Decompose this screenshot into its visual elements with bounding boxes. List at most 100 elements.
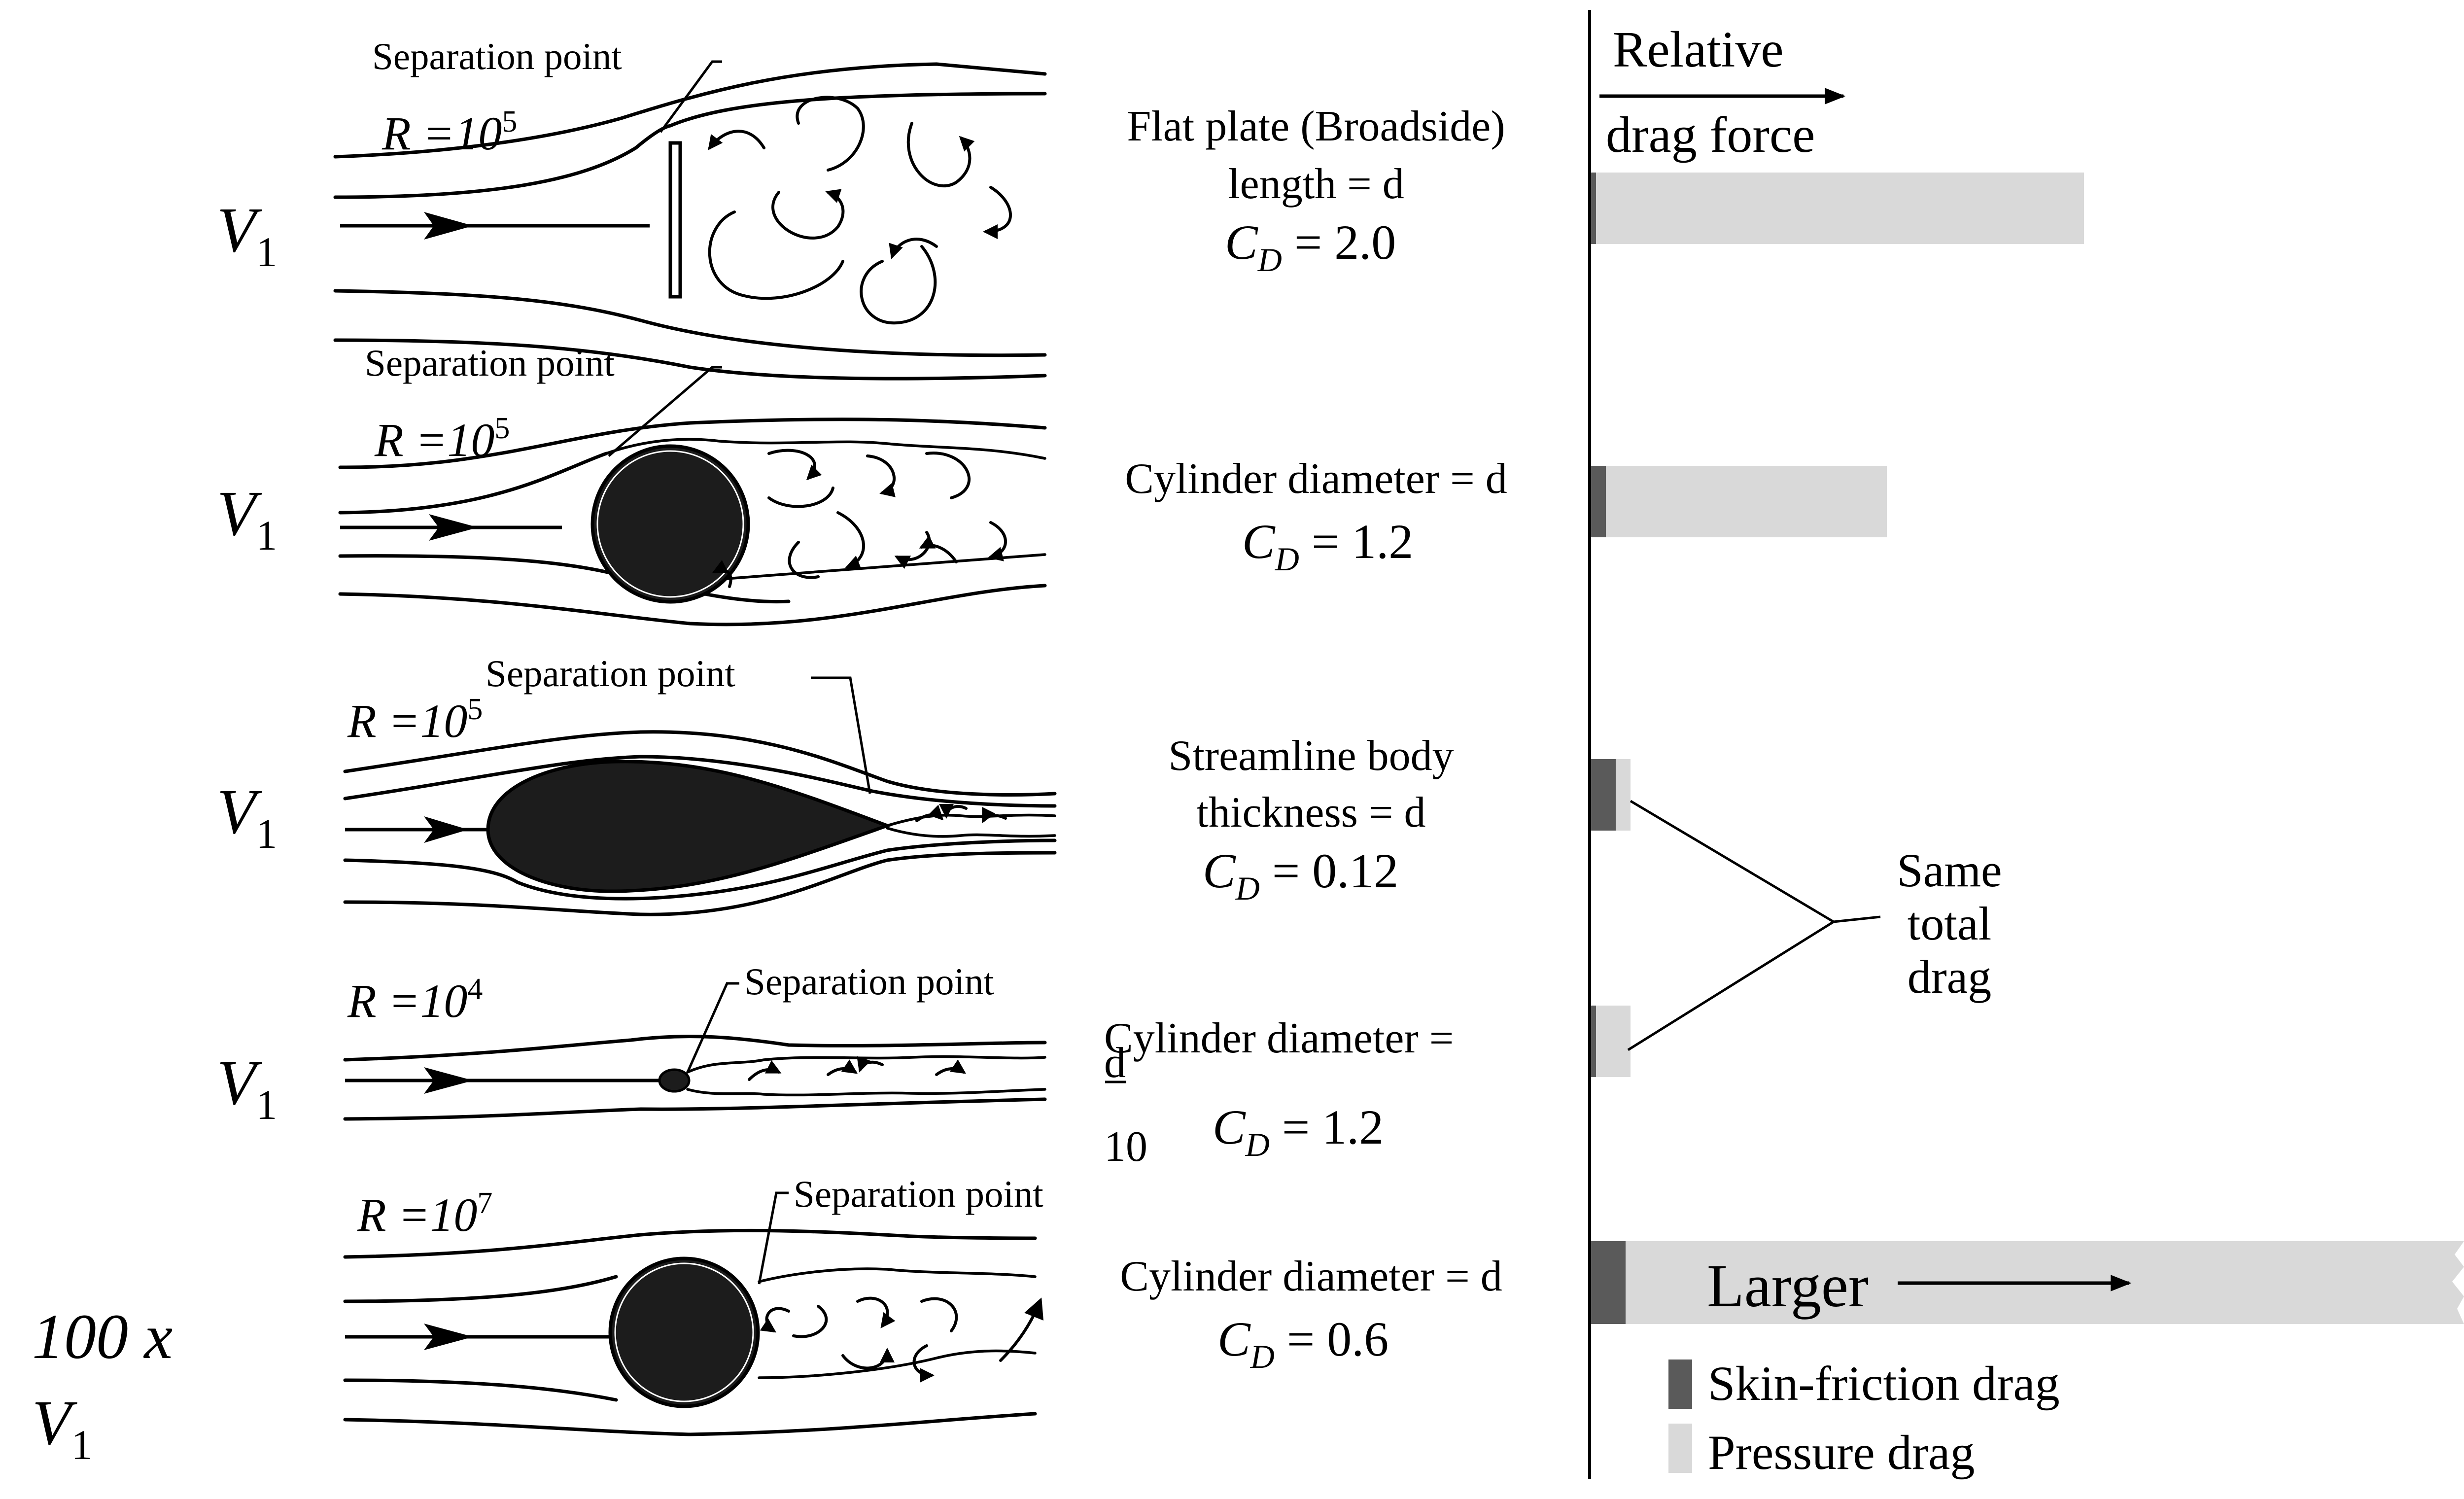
flow-arrow-head: [424, 1324, 473, 1350]
wake-boundary: [886, 813, 1056, 827]
separation-label: Separation point: [744, 960, 994, 1003]
separation-leader: [811, 676, 871, 794]
flow-diagram-cylinder-high-re: [343, 1228, 1044, 1436]
drag-bar-cylinder: [1591, 466, 1887, 537]
streamline: [338, 418, 1047, 469]
annotation-bracket: [1627, 800, 1836, 1051]
axis-title-line1: Relative: [1613, 21, 1784, 78]
legend-swatch-skin-friction: [1668, 1360, 1692, 1409]
flow-arrow-head: [424, 212, 473, 240]
streamline: [338, 452, 608, 515]
wake-boundary: [605, 438, 1046, 460]
drag-coefficient: CD = 1.2: [1213, 1100, 1384, 1163]
wake-boundary: [758, 1349, 1037, 1379]
separation-leader: [608, 366, 722, 457]
same-total-drag-annotation: Same total drag: [1627, 800, 2002, 1051]
drag-coefficient: CD = 0.6: [1217, 1312, 1388, 1375]
streamline: [343, 1228, 1037, 1259]
streamline: [343, 1097, 1047, 1121]
diameter-fraction-denominator: 10: [1104, 1123, 1147, 1171]
body-description: Cylinder diameter =: [1104, 1014, 1454, 1062]
case-small-cylinder: Separation point R =104 V1 Cylinder diam…: [217, 960, 1631, 1171]
free-stream-velocity: V1: [217, 195, 277, 276]
free-stream-velocity: V1: [217, 1047, 277, 1128]
wake-boundary: [886, 827, 1056, 838]
streamline: [343, 1412, 1037, 1436]
flow-arrow-head: [424, 816, 468, 843]
streamline: [333, 289, 1047, 357]
annotation-pointer: [1833, 915, 1881, 923]
body-description: Cylinder diameter = d: [1120, 1253, 1502, 1300]
small-cylinder-body: [658, 1068, 691, 1093]
case-cylinder: Separation point R =105 V1 Cylinder diam…: [217, 342, 1887, 627]
body-description: Cylinder diameter = d: [1125, 455, 1507, 503]
legend: Skin-friction drag Pressure drag: [1668, 1356, 2060, 1480]
streamline: [668, 92, 1047, 128]
wake-boundary: [758, 1267, 1037, 1283]
streamline: [343, 1275, 618, 1303]
separation-label: Separation point: [486, 652, 735, 695]
reynolds-number: R =107: [357, 1186, 492, 1241]
flow-diagram-cylinder: [338, 418, 1047, 627]
streamline: [343, 838, 1057, 901]
drag-bar-streamline-body: [1591, 759, 1631, 831]
free-stream-velocity: V1: [217, 478, 277, 559]
skin-friction-segment: [1591, 759, 1616, 831]
streamline: [343, 755, 1057, 808]
streamline: [343, 1035, 1047, 1062]
streamline: [333, 338, 1047, 381]
streamline: [343, 1378, 618, 1402]
cylinder-body: [590, 444, 750, 604]
drag-coefficient: CD = 2.0: [1225, 215, 1396, 279]
reynolds-number: R =104: [347, 973, 483, 1027]
wake-boundary: [686, 1055, 1046, 1074]
case-flat-plate: Separation point R =105 V1 Flat plate (B…: [217, 35, 2084, 381]
cylinder-body: [608, 1256, 760, 1408]
drag-coefficient: CD = 0.12: [1203, 843, 1398, 907]
legend-label-pressure: Pressure drag: [1708, 1425, 1975, 1480]
flow-arrow-head: [424, 1067, 473, 1094]
reynolds-number: R =105: [382, 105, 517, 160]
flow-diagram-streamline-body: [343, 730, 1057, 916]
skin-friction-segment: [1591, 1006, 1596, 1077]
separation-leader: [686, 982, 739, 1073]
skin-friction-segment: [1591, 173, 1596, 244]
skin-friction-segment: [1591, 466, 1606, 537]
body-description: Flat plate (Broadside) length = d: [1127, 103, 1505, 208]
body-description: Streamline body thickness = d: [1168, 732, 1454, 837]
wake-eddies: [712, 449, 1007, 588]
pressure-drag-segment: [1616, 759, 1631, 831]
free-stream-velocity: V1: [32, 1388, 92, 1468]
drag-bar-flat-plate: [1591, 173, 2084, 244]
separation-leader: [659, 60, 722, 133]
skin-friction-segment: [1591, 1241, 1626, 1324]
annotation-text: Same total drag: [1897, 844, 2002, 1003]
flow-diagram-flat-plate: [333, 62, 1047, 381]
drag-bar-cylinder-high-re: Larger: [1591, 1241, 2464, 1324]
streamline: [343, 730, 1057, 797]
streamline: [333, 124, 672, 199]
wake-eddies: [748, 1056, 966, 1081]
wake-eddies: [915, 803, 1007, 824]
reynolds-number: R =105: [347, 693, 483, 747]
separation-leader: [758, 1191, 789, 1285]
velocity-multiplier: 100 x: [32, 1301, 173, 1372]
cylinder-rim: [596, 450, 744, 598]
streamline: [343, 851, 1057, 916]
pressure-drag-segment: [1606, 466, 1887, 537]
larger-label: Larger: [1707, 1252, 1869, 1320]
free-stream-velocity: V1: [217, 776, 277, 857]
pressure-drag-segment: [1596, 1006, 1631, 1077]
axis-title-line2: drag force: [1606, 106, 1815, 163]
legend-label-skin-friction: Skin-friction drag: [1708, 1356, 2060, 1411]
wake-boundary: [718, 553, 1046, 581]
relative-drag-panel: Relative drag force: [1588, 10, 1846, 1479]
streamline: [338, 584, 1047, 627]
separation-label: Separation point: [794, 1173, 1043, 1215]
reynolds-number: R =105: [374, 412, 510, 466]
separation-label: Separation point: [372, 35, 622, 77]
legend-swatch-pressure: [1668, 1424, 1692, 1473]
cylinder-rim: [614, 1262, 754, 1402]
